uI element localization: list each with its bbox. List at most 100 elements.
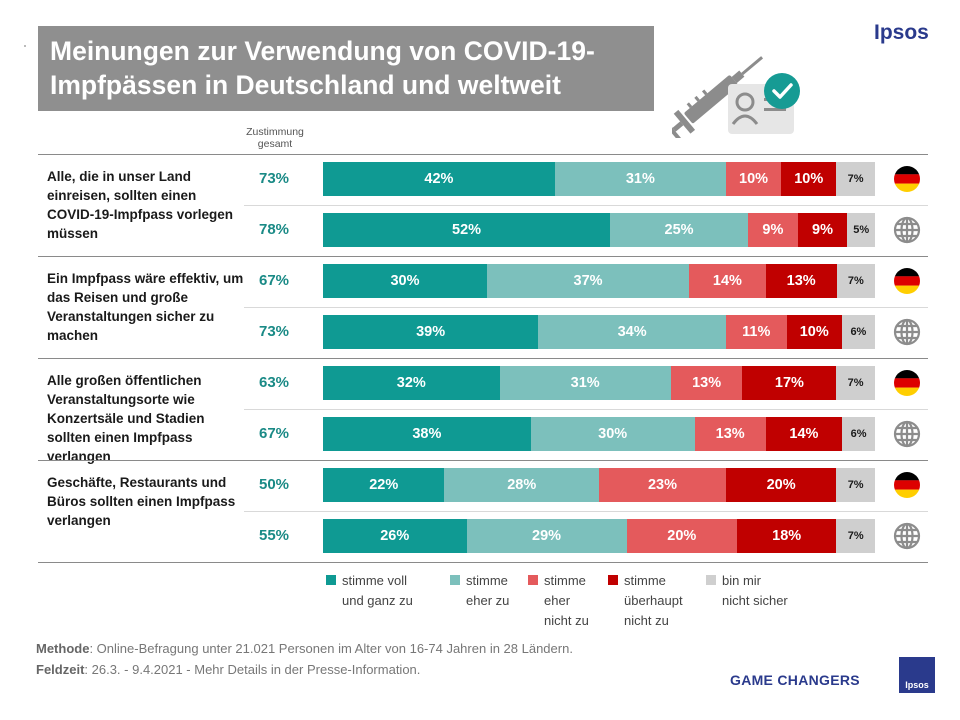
total-agreement-value: 55%: [258, 527, 290, 544]
stacked-bar-weltweit: 38% 30% 13% 14% 6%: [323, 417, 875, 451]
bar-segment: 13%: [694, 417, 766, 451]
bar-segment: 29%: [466, 519, 627, 553]
stacked-bar-weltweit: 39% 34% 11% 10% 6%: [323, 315, 875, 349]
bar-segment: 37%: [486, 264, 690, 298]
bar-segment: 39%: [323, 315, 539, 349]
method-note: Methode: Online-Befragung unter 21.021 P…: [36, 641, 573, 656]
row-separator: [244, 205, 928, 206]
total-agreement-value: 63%: [258, 374, 290, 391]
bar-segment: 7%: [836, 264, 875, 298]
bar-segment: 9%: [797, 213, 848, 247]
region-icon-wrapper: [893, 522, 921, 550]
bar-segment: 20%: [725, 468, 837, 502]
bar-segment: 28%: [444, 468, 599, 502]
legend-swatch: [608, 575, 618, 585]
group-separator: [38, 460, 928, 461]
bar-segment: 11%: [725, 315, 787, 349]
bar-segment: 20%: [626, 519, 737, 553]
bar-segment: 7%: [836, 366, 875, 400]
bar-segment: 30%: [323, 264, 487, 298]
region-icon-wrapper: [893, 318, 921, 346]
region-icon-wrapper: [893, 369, 921, 397]
bar-segment: 13%: [765, 264, 837, 298]
bar-segment: 7%: [836, 519, 875, 553]
bar-segment: 42%: [323, 162, 555, 196]
globe-icon: [893, 420, 921, 448]
page-title: Meinungen zur Verwendung von COVID-19-Im…: [50, 36, 595, 100]
bar-segment: 14%: [765, 417, 843, 451]
region-icon-wrapper: [893, 216, 921, 244]
group-separator: [38, 256, 928, 257]
bar-segment: 18%: [736, 519, 837, 553]
bar-segment: 13%: [670, 366, 743, 400]
bar-segment: 7%: [836, 162, 875, 196]
region-icon-wrapper: [893, 471, 921, 499]
bar-segment: 34%: [538, 315, 726, 349]
bar-segment: 23%: [598, 468, 726, 502]
question-text: Alle großen öffentlichen Veranstaltungso…: [47, 373, 205, 464]
globe-icon: [893, 522, 921, 550]
vaccine-passport-icon: [672, 56, 800, 138]
bar-segment: 17%: [742, 366, 837, 400]
bar-segment: 26%: [323, 519, 467, 553]
agreement-column-header: Zustimmung gesamt: [246, 126, 304, 150]
region-icon-wrapper: [893, 420, 921, 448]
footer-notes: Methode: Online-Befragung unter 21.021 P…: [36, 638, 573, 680]
stacked-bar-weltweit: 52% 25% 9% 9% 5%: [323, 213, 875, 247]
group-separator: [38, 358, 928, 359]
globe-icon: [893, 318, 921, 346]
bar-segment: 52%: [323, 213, 611, 247]
bar-segment: 22%: [323, 468, 445, 502]
ipsos-logo: Ipsos: [899, 657, 935, 693]
legend-label: stimme voll und ganz zu: [342, 573, 413, 608]
bar-segment: 10%: [786, 315, 842, 349]
globe-icon: [893, 216, 921, 244]
legend-swatch: [326, 575, 336, 585]
germany-flag-icon: [894, 472, 920, 498]
germany-flag-icon: [894, 370, 920, 396]
logo-label: Ipsos: [905, 680, 929, 690]
group-separator: [38, 562, 928, 563]
bar-segment: 14%: [689, 264, 766, 298]
legend-swatch: [450, 575, 460, 585]
germany-flag-icon: [894, 166, 920, 192]
bar-segment: 6%: [841, 315, 875, 349]
bar-segment: 30%: [530, 417, 695, 451]
stacked-bar-deutschland: 32% 31% 13% 17% 7%: [323, 366, 875, 400]
legend-swatch: [528, 575, 538, 585]
bar-segment: 10%: [725, 162, 782, 196]
row-separator: [244, 307, 928, 308]
total-agreement-value: 73%: [258, 323, 290, 340]
question-text: Alle, die in unser Land einreisen, sollt…: [47, 169, 234, 241]
total-agreement-value: 78%: [258, 221, 290, 238]
stacked-bar-deutschland: 30% 37% 14% 13% 7%: [323, 264, 875, 298]
germany-flag-icon: [894, 268, 920, 294]
tagline: GAME CHANGERS: [730, 672, 860, 688]
bar-segment: 10%: [781, 162, 837, 196]
bar-segment: 7%: [836, 468, 875, 502]
legend-swatch: [706, 575, 716, 585]
row-separator: [244, 409, 928, 410]
fieldwork-note: Feldzeit: 26.3. - 9.4.2021 - Mehr Detail…: [36, 662, 421, 677]
legend-label: stimme eher zu: [466, 573, 510, 608]
question-text: Ein Impfpass wäre effektiv, um das Reise…: [47, 271, 244, 343]
decorative-dot: [24, 45, 26, 47]
question-text: Geschäfte, Restaurants und Büros sollten…: [47, 475, 236, 528]
region-icon-wrapper: [893, 267, 921, 295]
total-agreement-value: 50%: [258, 476, 290, 493]
legend-label: stimme eher nicht zu: [544, 573, 589, 628]
region-icon-wrapper: [893, 165, 921, 193]
total-agreement-value: 67%: [258, 425, 290, 442]
legend-label: bin mir nicht sicher: [722, 573, 788, 608]
legend-label: stimme überhaupt nicht zu: [624, 573, 683, 628]
bar-segment: 5%: [847, 213, 875, 247]
stacked-bar-deutschland: 42% 31% 10% 10% 7%: [323, 162, 875, 196]
bar-segment: 31%: [554, 162, 726, 196]
group-separator: [38, 154, 928, 155]
bar-segment: 38%: [323, 417, 531, 451]
stacked-bar-weltweit: 26% 29% 20% 18% 7%: [323, 519, 875, 553]
bar-segment: 6%: [842, 417, 875, 451]
bar-segment: 31%: [499, 366, 671, 400]
bar-segment: 9%: [748, 213, 798, 247]
brand-logo-text: Ipsos: [874, 21, 929, 44]
